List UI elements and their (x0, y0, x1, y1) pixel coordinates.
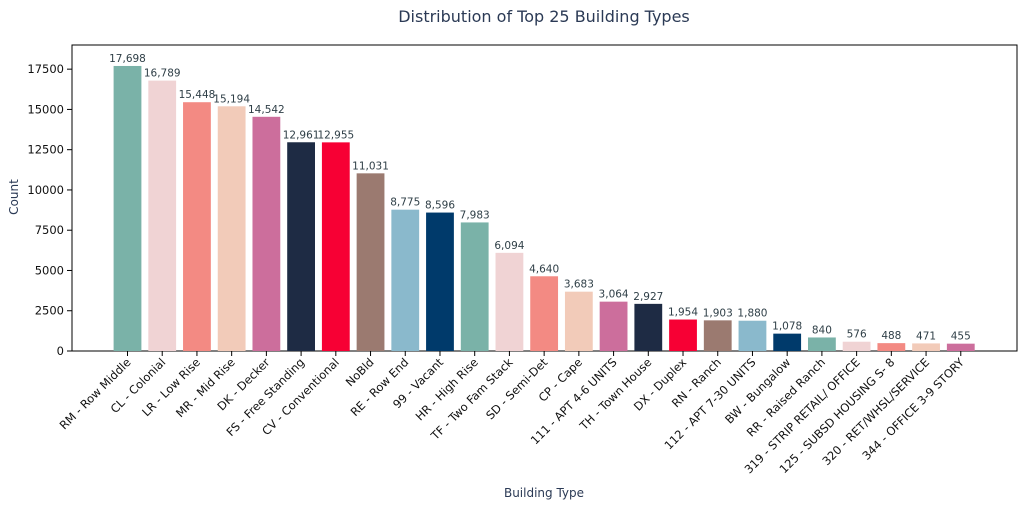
bar (426, 212, 454, 351)
bar-value-label: 1,903 (703, 307, 733, 319)
bar-value-label: 8,596 (425, 200, 455, 212)
bar (217, 106, 246, 351)
bar (495, 252, 524, 351)
bar-value-label: 471 (916, 330, 936, 342)
bar-value-label: 14,542 (248, 104, 285, 116)
bar (738, 320, 767, 351)
x-axis-label: Building Type (504, 486, 584, 500)
bar (460, 222, 489, 351)
bar-value-label: 17,698 (109, 53, 146, 65)
bar-value-label: 12,955 (317, 129, 354, 141)
y-tick-label: 5000 (35, 263, 64, 277)
bar-value-label: 3,683 (564, 279, 594, 291)
bar-value-label: 4,640 (529, 263, 559, 275)
bar (113, 65, 142, 351)
y-tick-label: 17500 (27, 62, 64, 76)
bar (183, 102, 211, 352)
bar-value-label: 15,194 (213, 93, 250, 105)
bar (287, 142, 315, 351)
bar (808, 337, 836, 351)
bar-value-label: 7,983 (460, 209, 490, 221)
y-tick-label: 15000 (27, 102, 64, 116)
bar-value-label: 1,954 (668, 307, 698, 319)
y-tick-label: 7500 (35, 223, 64, 237)
bars-group (113, 65, 975, 352)
bar-value-label: 11,031 (352, 160, 389, 172)
bar-value-label: 16,789 (144, 68, 181, 80)
bar-value-label: 3,064 (599, 289, 629, 301)
bar (773, 333, 802, 351)
bar (946, 343, 975, 351)
bar-value-label: 576 (847, 329, 867, 341)
bar-value-label: 6,094 (494, 240, 524, 252)
bar-value-label: 8,775 (390, 197, 420, 209)
bar (703, 320, 732, 351)
y-tick-label: 12500 (27, 143, 64, 157)
bar-value-label: 840 (812, 324, 832, 336)
bar-value-label: 12,961 (283, 129, 320, 141)
bar-value-label: 2,927 (633, 291, 663, 303)
bar (564, 291, 593, 351)
bar-value-label: 15,448 (179, 89, 216, 101)
bar-value-label: 1,078 (772, 321, 802, 333)
bar (148, 80, 177, 352)
chart-title: Distribution of Top 25 Building Types (398, 7, 690, 26)
bar (391, 209, 420, 351)
bar (842, 341, 871, 351)
bar-value-label: 488 (881, 330, 901, 342)
bar (877, 343, 906, 351)
bar (634, 303, 663, 351)
bar (599, 301, 628, 351)
bar (669, 319, 697, 351)
bar-value-label: 1,880 (737, 308, 767, 320)
bar (530, 276, 559, 351)
y-tick-label: 0 (57, 344, 64, 358)
y-tick-label: 10000 (27, 183, 64, 197)
bar (356, 173, 385, 351)
bar-value-label: 455 (951, 331, 971, 343)
y-axis-label: Count (7, 179, 21, 215)
bar (912, 343, 940, 351)
bar (321, 142, 350, 351)
y-tick-label: 2500 (35, 304, 64, 318)
bar (252, 116, 281, 351)
y-axis: 0 2500 5000 7500 10000 12500 15000 17500 (27, 62, 72, 358)
